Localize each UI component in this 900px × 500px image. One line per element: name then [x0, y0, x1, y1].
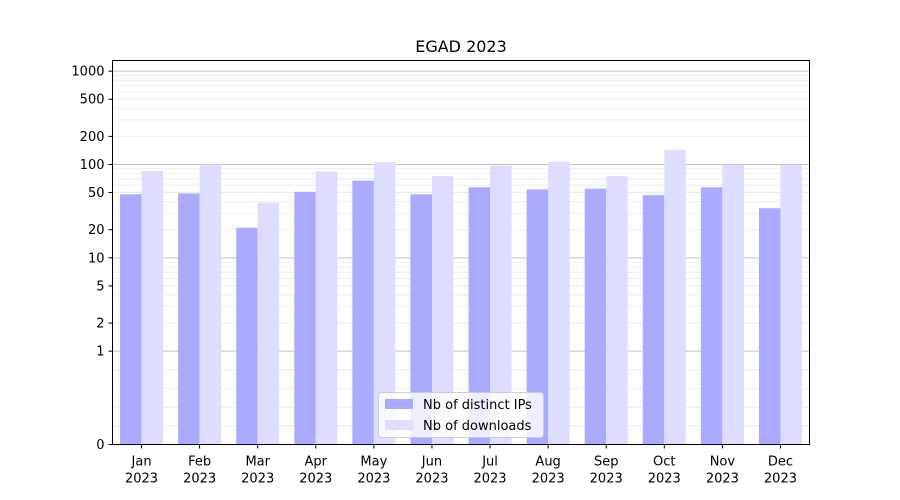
y-tick-label: 10	[88, 251, 105, 266]
plot-frame	[112, 60, 810, 445]
y-tick-label: 1000	[71, 65, 104, 80]
x-tick-label-month: May	[360, 455, 387, 470]
bar-downloads	[373, 162, 396, 445]
x-tick-label-month: Mar	[245, 455, 270, 470]
chart-title: EGAD 2023	[415, 37, 507, 56]
y-axis: 0 1 2 5 10 20 50 100 200 500 1000	[71, 65, 113, 453]
bar-downloads	[199, 164, 222, 445]
y-tick-label: 50	[88, 186, 105, 201]
x-tick-label-month: Apr	[305, 455, 328, 470]
y-tick-label: 100	[80, 158, 105, 173]
y-tick-label: 500	[80, 93, 105, 108]
x-tick-label-year: 2023	[357, 472, 390, 487]
bar-downloads	[664, 149, 686, 445]
y-tick-label: 20	[88, 223, 105, 238]
y-tick-label: 2	[96, 317, 104, 332]
x-tick-label-year: 2023	[764, 472, 797, 487]
bar-downloads	[315, 171, 338, 445]
x-tick-label-year: 2023	[706, 472, 739, 487]
bar-distinct-ips	[352, 180, 374, 445]
x-tick-label-year: 2023	[183, 472, 216, 487]
x-tick-label-year: 2023	[648, 472, 681, 487]
x-tick-label-year: 2023	[125, 472, 158, 487]
bar-distinct-ips	[468, 187, 491, 445]
bar-distinct-ips	[120, 194, 142, 445]
legend-swatch-ips	[385, 399, 413, 409]
y-tick-label: 200	[80, 130, 105, 145]
bar-downloads	[257, 202, 280, 445]
bar-distinct-ips	[410, 194, 432, 445]
grid-lines	[112, 70, 810, 427]
bar-downloads	[490, 165, 512, 445]
legend-label-downloads: Nb of downloads	[423, 419, 532, 434]
x-tick-label-year: 2023	[532, 472, 565, 487]
bar-downloads	[548, 161, 570, 445]
legend-swatch-downloads	[385, 420, 413, 430]
bars	[120, 149, 802, 445]
x-tick-label-year: 2023	[473, 472, 506, 487]
bar-downloads	[141, 171, 164, 445]
x-tick-label-month: Jun	[421, 455, 442, 470]
x-tick-label-year: 2023	[241, 472, 274, 487]
x-tick-label-month: Aug	[535, 455, 560, 470]
bar-distinct-ips	[236, 227, 258, 445]
bar-downloads	[780, 164, 802, 445]
x-tick-label-year: 2023	[590, 472, 623, 487]
bar-distinct-ips	[758, 208, 781, 445]
x-tick-label-month: Jul	[481, 455, 498, 470]
bar-distinct-ips	[584, 188, 607, 445]
x-tick-label-month: Nov	[710, 455, 736, 470]
legend-box	[378, 392, 544, 438]
bar-distinct-ips	[526, 189, 549, 445]
bar-downloads	[606, 176, 628, 445]
x-axis: Jan 2023 Feb 2023 Mar 2023 Apr 2023 May 2023 Jun 20…	[125, 444, 797, 487]
bar-distinct-ips	[700, 187, 723, 445]
legend-label-ips: Nb of distinct IPs	[423, 398, 532, 413]
y-tick-label: 0	[96, 438, 104, 453]
x-tick-label-year: 2023	[299, 472, 332, 487]
bar-distinct-ips	[294, 191, 316, 445]
x-tick-label-month: Jan	[131, 455, 152, 470]
bar-downloads	[431, 176, 454, 445]
legend: Nb of distinct IPs Nb of downloads	[378, 392, 544, 438]
y-tick-label: 5	[96, 279, 104, 294]
bar-distinct-ips	[642, 195, 665, 445]
bar-downloads	[722, 164, 744, 445]
bar-distinct-ips	[178, 193, 200, 445]
x-tick-label-month: Feb	[188, 455, 211, 470]
x-tick-label-month: Sep	[594, 455, 619, 470]
x-tick-label-year: 2023	[415, 472, 448, 487]
y-tick-label: 1	[96, 345, 104, 360]
x-tick-label-month: Dec	[768, 455, 793, 470]
x-tick-label-month: Oct	[653, 455, 675, 470]
